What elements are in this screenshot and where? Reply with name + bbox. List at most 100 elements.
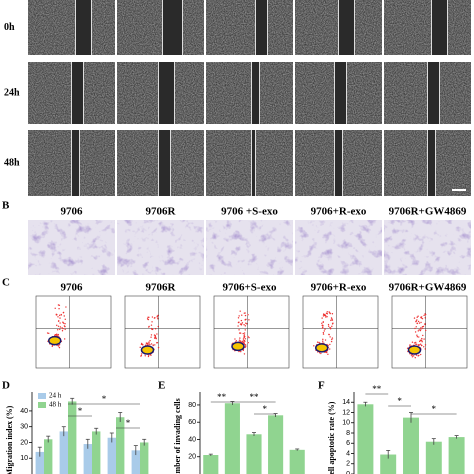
event-dot xyxy=(150,327,153,330)
event-dot xyxy=(325,316,327,318)
event-dot xyxy=(325,351,328,354)
event-dot xyxy=(421,326,424,328)
event-dot xyxy=(151,328,154,331)
event-dot xyxy=(424,348,426,350)
event-dot xyxy=(140,353,143,355)
event-dot xyxy=(149,344,151,346)
micrograph-texture xyxy=(117,220,204,275)
column-header: 9706R+GW4869 xyxy=(389,282,467,294)
y-tick-label: 0 xyxy=(346,471,350,474)
event-dot xyxy=(322,338,324,341)
event-dot xyxy=(150,334,153,336)
event-dot xyxy=(243,335,245,337)
y-tick-label: 6 xyxy=(346,440,350,447)
column-header: 9706R xyxy=(146,206,177,218)
event-dot xyxy=(326,316,328,318)
flow-plot xyxy=(213,295,290,369)
event-dot xyxy=(54,307,56,309)
event-dot xyxy=(57,325,60,328)
event-dot xyxy=(156,341,159,344)
micrograph-texture xyxy=(206,220,293,275)
event-dot xyxy=(423,314,425,317)
event-dot xyxy=(240,319,243,322)
significance-label: * xyxy=(263,404,268,414)
event-dot xyxy=(420,316,422,318)
column-header: 9706 xyxy=(61,282,84,294)
event-dot xyxy=(147,355,150,358)
bar xyxy=(403,417,419,474)
density-core xyxy=(48,335,62,346)
event-dot xyxy=(329,343,331,346)
density-core xyxy=(407,345,422,355)
bar xyxy=(140,442,149,474)
event-dot xyxy=(413,317,416,319)
event-dot xyxy=(420,344,423,347)
bar xyxy=(92,431,101,474)
event-dot xyxy=(65,306,67,308)
event-dot xyxy=(418,329,420,331)
event-dot xyxy=(142,344,144,346)
event-dot xyxy=(414,327,416,330)
event-dot xyxy=(316,341,319,343)
bar xyxy=(131,450,140,474)
event-dot xyxy=(331,325,333,328)
scratch-gap xyxy=(158,62,175,124)
event-dot xyxy=(323,314,326,317)
event-dot xyxy=(157,325,159,328)
event-dot xyxy=(425,329,427,332)
event-dot xyxy=(245,345,247,347)
event-dot xyxy=(244,344,247,346)
legend-label: 24 h xyxy=(49,392,62,400)
micrograph-texture xyxy=(28,220,115,275)
event-dot xyxy=(157,314,159,317)
event-dot xyxy=(64,325,66,328)
event-dot xyxy=(420,327,422,329)
micrograph-texture xyxy=(28,0,115,55)
event-dot xyxy=(147,316,149,319)
event-dot xyxy=(239,310,241,312)
legend-swatch xyxy=(38,393,46,399)
event-dot xyxy=(244,318,247,321)
event-dot xyxy=(328,311,330,313)
event-dot xyxy=(421,339,423,341)
event-dot xyxy=(419,339,422,341)
event-dot xyxy=(150,324,153,326)
legend-swatch xyxy=(38,402,46,408)
event-dot xyxy=(415,343,417,345)
event-dot xyxy=(238,315,240,317)
event-dot xyxy=(423,338,425,340)
flow-panel: C 9706 9706R 9706+S-exo 9706+R-exo 9706R+GW48… xyxy=(2,277,468,369)
y-tick-label: 20 xyxy=(188,454,196,461)
event-dot xyxy=(417,344,420,346)
event-dot xyxy=(157,317,159,320)
event-dot xyxy=(56,329,59,331)
event-dot xyxy=(330,317,333,319)
bar xyxy=(44,439,53,474)
panel-label: B xyxy=(2,200,10,212)
event-dot xyxy=(326,313,328,315)
event-dot xyxy=(322,321,324,324)
panel-label: C xyxy=(2,277,10,289)
column-header: 9706+S-exo xyxy=(223,282,277,294)
event-dot xyxy=(409,344,411,346)
event-dot xyxy=(56,324,58,327)
event-dot xyxy=(59,326,62,328)
scratch-gap xyxy=(251,62,260,124)
event-dot xyxy=(323,330,326,332)
event-dot xyxy=(57,320,60,323)
event-dot xyxy=(313,345,315,347)
event-dot xyxy=(150,336,152,338)
y-tick-label: 40 xyxy=(20,408,28,415)
event-dot xyxy=(154,328,157,330)
event-dot xyxy=(243,342,245,344)
event-dot xyxy=(422,327,424,330)
time-label: 24h xyxy=(4,87,20,98)
event-dot xyxy=(421,317,424,320)
scratch-gap xyxy=(71,62,84,124)
event-dot xyxy=(327,323,330,326)
y-axis-label: Number of invading cells xyxy=(173,398,182,474)
event-dot xyxy=(327,325,330,327)
event-dot xyxy=(242,338,245,340)
bar xyxy=(289,449,305,474)
event-dot xyxy=(238,329,240,331)
